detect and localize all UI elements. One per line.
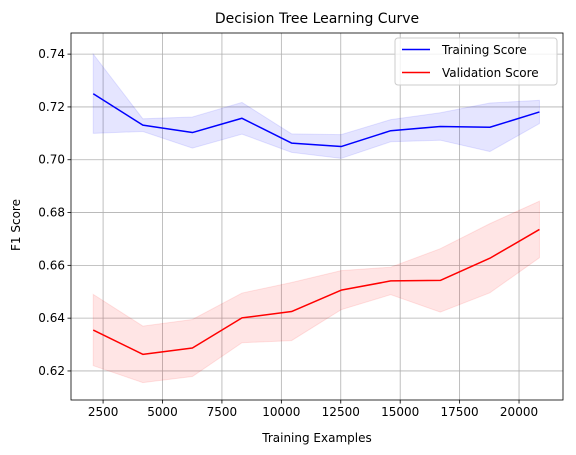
axes-frame [70,32,564,401]
training-score-line [92,93,540,148]
y-tick-label: 0.62 [38,364,65,378]
x-tick-label: 15000 [381,405,419,419]
y-tick-label: 0.70 [38,153,65,167]
y-tick-label: 0.68 [38,206,65,220]
legend-label-training-score: Training Score [441,43,527,57]
training-score-band [92,52,540,159]
legend-box [394,37,558,86]
x-tick-label: 10000 [262,405,300,419]
x-tick-label: 2500 [88,405,119,419]
x-tick-label: 7500 [207,405,238,419]
x-tick-label: 5000 [147,405,178,419]
plot-area: 2500 5000 7500 10000 12500 15000 17500 20000 0.6… [38,32,564,419]
y-axis-label: F1 Score [9,199,23,251]
x-tick-label: 17500 [441,405,479,419]
validation-score-line [92,228,540,356]
x-tick-label: 20000 [500,405,538,419]
y-tick-label: 0.74 [38,47,65,61]
y-tick-label: 0.64 [38,311,65,325]
legend: Training Score Validation Score [394,37,558,86]
legend-label-validation-score: Validation Score [442,66,539,80]
y-tick-label: 0.66 [38,258,65,272]
x-tick-label: 12500 [322,405,360,419]
validation-score-band [92,200,540,384]
chart-title: Decision Tree Learning Curve [215,11,419,27]
y-tick-label: 0.72 [38,100,65,114]
x-axis-label: Training Examples [261,431,371,445]
